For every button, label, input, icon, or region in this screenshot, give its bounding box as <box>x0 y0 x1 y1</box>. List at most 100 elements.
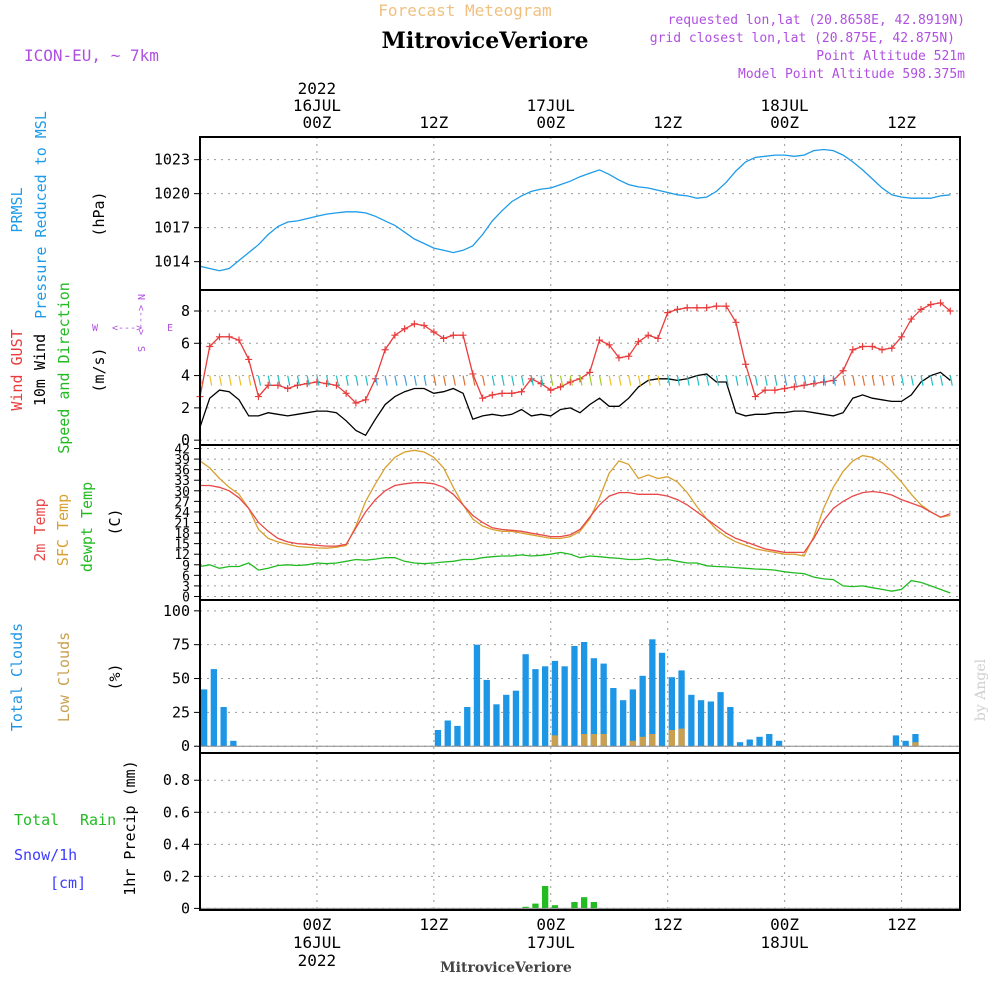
model-label: ICON-EU, ~ 7km <box>24 46 159 65</box>
watermark: by Angel <box>973 658 989 721</box>
bar-total-clouds <box>444 720 451 747</box>
gust-marker <box>839 367 847 375</box>
gust-marker <box>508 389 516 397</box>
wind-direction-arrow <box>316 375 320 386</box>
gust-marker <box>820 378 828 386</box>
gust-marker <box>303 380 311 388</box>
series-wind-gust <box>199 302 951 404</box>
bar-total-clouds <box>434 730 442 747</box>
wind-direction-arrow <box>745 375 749 386</box>
label-prmsl: PRMSL <box>8 187 26 232</box>
time-label-bottom: 12Z <box>887 915 916 934</box>
gust-marker <box>742 360 750 368</box>
gust-marker <box>440 334 448 342</box>
gust-marker <box>781 384 789 392</box>
ytick-label-temperature: 0 <box>182 590 190 605</box>
gust-marker <box>410 320 418 328</box>
ytick-label-temperature: 15 <box>174 538 190 553</box>
gust-marker <box>927 301 935 309</box>
label-pressure-msl: Pressure Reduced to MSL <box>32 111 50 319</box>
bar-total-clouds <box>454 725 461 747</box>
ytick-label-pressure: 1014 <box>154 253 190 271</box>
bar-total-clouds <box>610 688 617 747</box>
gust-marker <box>722 302 730 310</box>
wind-direction-arrow <box>706 375 710 386</box>
wind-direction-arrow <box>628 375 632 386</box>
bar-total-clouds <box>717 692 724 747</box>
wind-direction-arrow <box>365 375 369 386</box>
label-celsius: (C) <box>106 508 124 535</box>
wind-direction-arrow <box>306 375 310 386</box>
gust-marker <box>790 383 798 391</box>
bar-total-clouds <box>220 707 227 747</box>
time-label-top: 12Z <box>887 113 916 132</box>
gust-marker <box>352 399 360 407</box>
ytick-label-clouds: 100 <box>163 602 190 620</box>
time-label-top: 17JUL <box>527 96 575 115</box>
ytick-label-wind: 2 <box>181 399 190 417</box>
ytick-label-precipitation: 0.4 <box>163 835 190 853</box>
label-2m-temp: 2m Temp <box>31 498 49 561</box>
label-rain: Rain <box>80 811 116 829</box>
bar-total-clouds <box>473 644 481 747</box>
gust-marker <box>703 304 711 312</box>
bar-total-clouds <box>629 689 636 747</box>
gust-marker <box>313 378 321 386</box>
gust-marker <box>488 391 496 399</box>
bar-total-clouds <box>522 654 529 747</box>
wind-direction-arrow <box>404 375 408 386</box>
wind-direction-arrow <box>433 375 437 386</box>
wind-direction-arrow <box>647 375 651 386</box>
gust-marker <box>732 318 740 326</box>
compass-e: E <box>167 323 173 334</box>
ytick-label-clouds: 50 <box>172 670 190 688</box>
ytick-label-pressure: 1017 <box>154 219 190 237</box>
ytick-label-temperature: 9 <box>182 559 190 574</box>
ytick-label-temperature: 6 <box>182 569 190 584</box>
wind-direction-arrow <box>345 375 349 386</box>
wind-direction-arrow <box>589 375 593 386</box>
bar-total-clouds <box>746 739 753 747</box>
wind-direction-arrow <box>657 375 661 386</box>
wind-direction-arrow <box>774 375 778 386</box>
wind-direction-arrow <box>374 375 378 386</box>
bar-total-clouds <box>581 642 588 747</box>
wind-direction-arrow <box>608 375 612 386</box>
compass-n: N <box>135 294 146 300</box>
series-2m-temp <box>200 482 951 554</box>
bar-low-clouds <box>639 736 646 747</box>
closest-coords: grid closest lon,lat (20.875E, 42.875N) <box>650 31 955 46</box>
ytick-label-temperature: 24 <box>174 506 190 521</box>
bar-total-clouds <box>600 663 607 747</box>
bar-total-rain <box>522 906 529 909</box>
wind-direction-arrow <box>472 375 476 386</box>
bar-total-clouds <box>201 689 208 747</box>
panel-pressure: 1014 1017 1020 1023 <box>154 136 961 291</box>
label-dewpt-temp: dewpt Temp <box>78 482 96 572</box>
bar-total-clouds <box>658 652 666 747</box>
ytick-label-pressure: 1023 <box>154 151 190 169</box>
wind-direction-arrow <box>462 375 466 386</box>
series-sfc-temp <box>199 449 951 557</box>
gust-marker <box>810 380 818 388</box>
gust-marker <box>518 388 526 396</box>
bar-low-clouds <box>649 734 656 747</box>
ytick-label-clouds: 25 <box>172 703 190 721</box>
wind-direction-arrow <box>861 375 866 386</box>
station-title: MitroviceVeriore <box>382 28 589 54</box>
bar-total-clouds <box>483 679 490 747</box>
wind-direction-arrow <box>618 375 622 386</box>
wind-direction-arrow <box>832 375 836 386</box>
gust-marker <box>771 386 779 394</box>
time-label-bottom: 00Z <box>536 915 565 934</box>
gust-marker <box>937 299 945 307</box>
gust-marker <box>693 304 701 312</box>
ytick-label-precipitation: 0 <box>181 899 190 917</box>
gust-marker <box>245 355 253 363</box>
gust-marker <box>284 384 292 392</box>
wind-direction-arrow <box>852 375 856 386</box>
ytick-label-wind: 6 <box>181 334 190 352</box>
compass-ew-arrow: <---> <box>112 323 142 334</box>
ytick-label-temperature: 12 <box>174 548 190 563</box>
